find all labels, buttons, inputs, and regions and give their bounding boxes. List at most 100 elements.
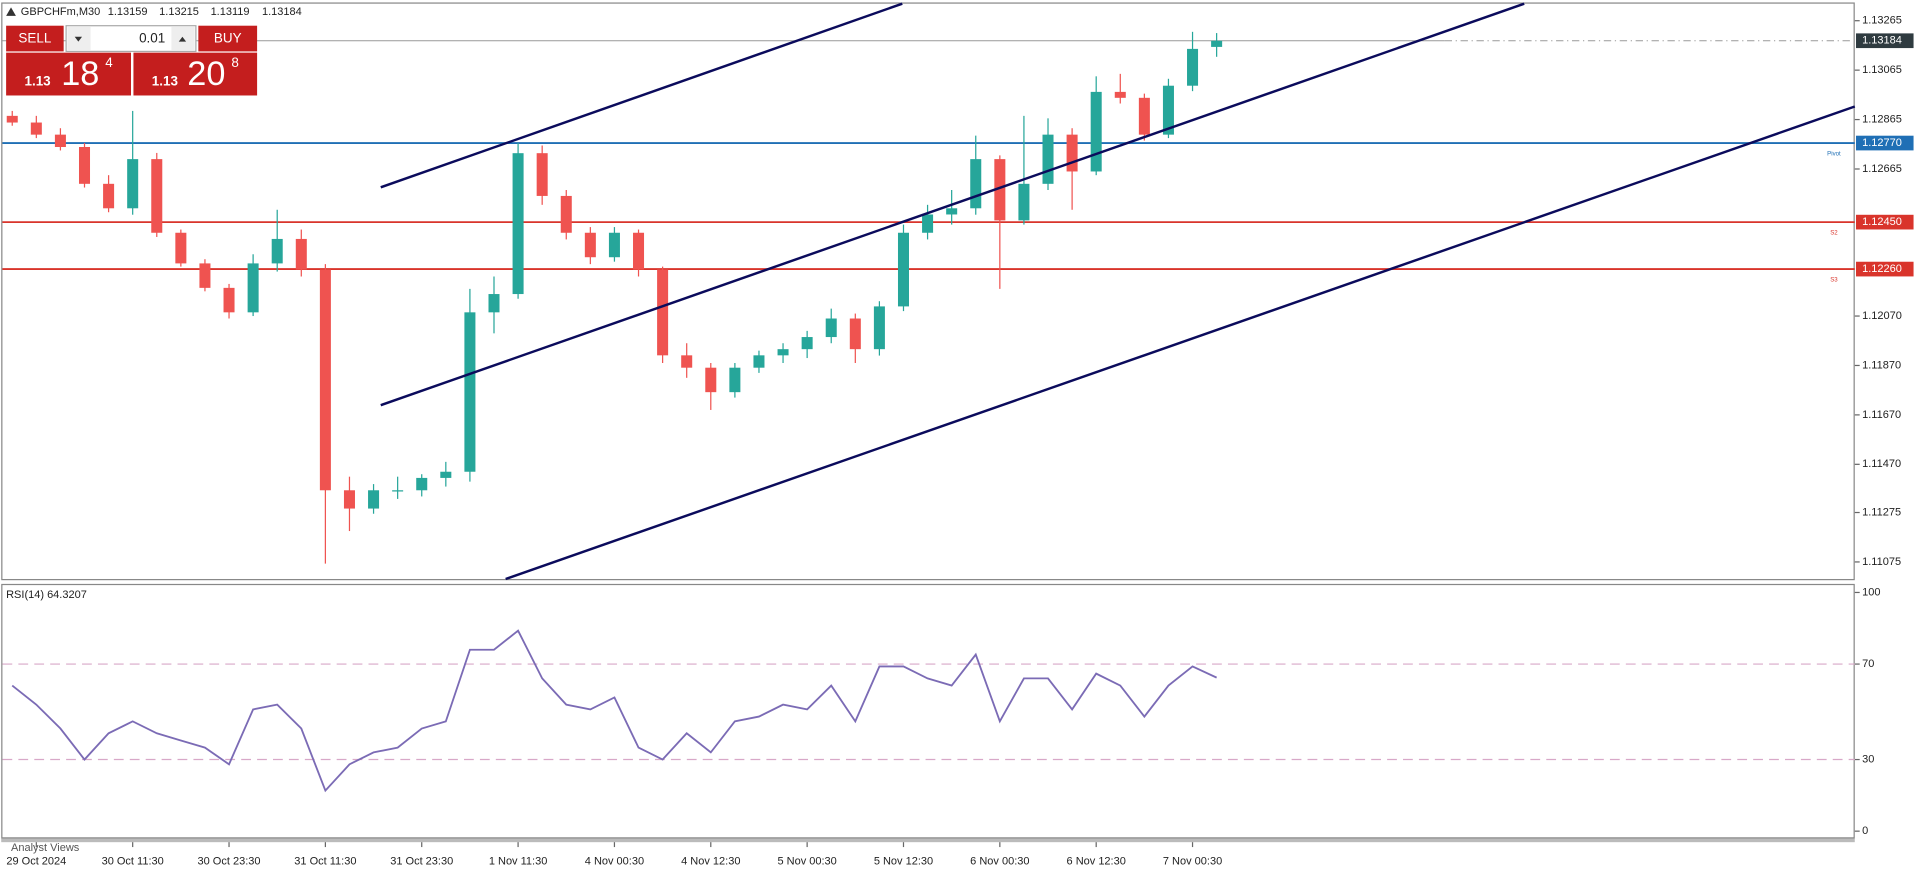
candle-body — [825, 318, 837, 338]
candle-body — [368, 490, 380, 509]
candle-body — [849, 318, 861, 350]
ask-box[interactable] — [133, 52, 258, 96]
level-label: 1.12450 — [1862, 216, 1902, 228]
candle-body — [127, 159, 139, 209]
panel-separator — [1, 838, 1855, 843]
y-tick-label: 1.12070 — [1862, 310, 1902, 322]
candle-body — [801, 337, 813, 350]
level-tag — [1856, 135, 1914, 151]
candle-body — [1162, 85, 1174, 135]
candle-body — [946, 208, 958, 215]
candle-body — [223, 287, 235, 313]
buy-button[interactable] — [198, 25, 258, 52]
down-arrow — [74, 36, 83, 42]
channel-lines — [380, 2, 1856, 581]
candle-body — [103, 183, 115, 209]
candle-body — [440, 471, 452, 478]
candle-body — [1042, 134, 1054, 184]
candle-body — [464, 312, 476, 472]
candle-body — [175, 232, 187, 264]
rsi-line — [11, 629, 1218, 793]
x-tick-label: 6 Nov 00:30 — [970, 856, 1029, 868]
candle-body — [30, 122, 42, 135]
header: GBPCHFm,M30 1.13159 1.13215 1.13119 1.13… — [6, 6, 302, 18]
analyst-views-tab[interactable]: Analyst Views — [11, 842, 80, 854]
y-tick-label: 30 — [1862, 753, 1874, 765]
collapse-icon[interactable] — [6, 7, 16, 16]
price-tag — [1856, 33, 1914, 49]
x-tick-label: 5 Nov 12:30 — [874, 856, 933, 868]
x-tick-label: 7 Nov 00:30 — [1163, 856, 1222, 868]
level-name: S2 — [1830, 230, 1838, 237]
buy-label: BUY — [214, 31, 242, 46]
candle-body — [199, 263, 211, 288]
x-tick-label: 4 Nov 00:30 — [585, 856, 644, 868]
candle-body — [970, 159, 982, 209]
x-tick-label: 31 Oct 11:30 — [294, 856, 356, 868]
trade-panel: SELL 0.01 BUY 1.13 18 4 1.13 20 8 — [6, 25, 258, 96]
bid-big: 1.13 — [24, 74, 50, 89]
x-tick-label: 30 Oct 23:30 — [198, 856, 261, 868]
y-tick-label: 1.11275 — [1862, 506, 1901, 518]
candle-body — [392, 490, 404, 492]
bid-box[interactable] — [6, 52, 131, 96]
trend-line — [380, 2, 903, 189]
level-name: S3 — [1830, 277, 1838, 284]
candle-body — [657, 269, 669, 356]
header-high: 1.13215 — [159, 6, 199, 18]
candle-body — [271, 238, 283, 264]
candle-body — [1114, 91, 1126, 98]
candle-body — [6, 115, 18, 123]
candle-body — [54, 134, 66, 147]
candle-body — [1187, 48, 1199, 86]
candle-body — [729, 367, 741, 393]
x-tick-label: 1 Nov 11:30 — [489, 856, 548, 868]
level-tag — [1856, 214, 1914, 230]
y-tick-label: 100 — [1862, 586, 1880, 598]
x-tick-label: 30 Oct 11:30 — [102, 856, 164, 868]
candle-body — [753, 355, 765, 368]
candle-body — [78, 146, 91, 184]
rsi-frame — [1, 583, 1855, 839]
up-arrow — [178, 36, 187, 42]
candle-body — [295, 238, 307, 270]
y-tick-label: 1.13265 — [1862, 15, 1902, 27]
header-open: 1.13159 — [108, 6, 148, 18]
y-tick-label: 1.11670 — [1862, 409, 1901, 421]
candle-body — [151, 159, 163, 233]
candle-body — [873, 306, 885, 350]
header-close: 1.13184 — [262, 6, 302, 18]
candle-body — [488, 294, 500, 313]
candle-body — [1090, 91, 1102, 172]
x-tick-label: 29 Oct 2024 — [6, 856, 66, 868]
candle-body — [705, 367, 717, 393]
level-name: Pivot — [1827, 151, 1841, 158]
y-tick-label: 1.13065 — [1862, 64, 1902, 76]
candle-body — [1211, 40, 1223, 47]
candle-body — [536, 153, 548, 196]
level-tag — [1856, 261, 1914, 277]
candle-body — [560, 195, 572, 233]
candle-body — [681, 355, 693, 368]
rsi-title: RSI(14) 64.3207 — [6, 589, 87, 601]
level-label: 1.12260 — [1862, 263, 1902, 275]
sell-button[interactable] — [6, 25, 64, 52]
symbol: GBPCHFm,M30 — [21, 6, 100, 18]
bid-main: 18 — [61, 55, 99, 93]
x-tick-label: 5 Nov 00:30 — [777, 856, 836, 868]
level-label: 1.12770 — [1862, 137, 1902, 149]
x-tick-label: 31 Oct 23:30 — [390, 856, 453, 868]
x-tick-label: 4 Nov 12:30 — [681, 856, 740, 868]
candle-body — [922, 214, 934, 233]
candle-body — [1018, 183, 1030, 221]
y-tick-label: 1.12865 — [1862, 113, 1902, 125]
candle-body — [1138, 97, 1150, 135]
main-frame — [1, 2, 1855, 581]
candle-body — [777, 349, 789, 356]
ask-big: 1.13 — [152, 74, 178, 89]
y-tick-label: 1.11470 — [1862, 458, 1901, 470]
trend-line — [505, 105, 1856, 581]
candle-body — [416, 477, 428, 491]
